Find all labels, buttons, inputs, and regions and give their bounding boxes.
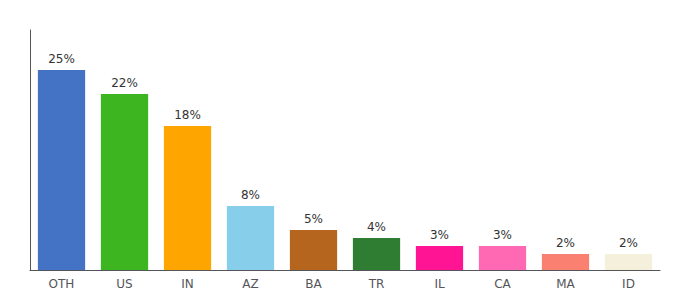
- svg-text:BA: BA: [305, 277, 322, 291]
- svg-text:AZ: AZ: [242, 277, 258, 291]
- svg-text:18%: 18%: [174, 108, 201, 122]
- svg-text:TR: TR: [368, 277, 385, 291]
- svg-text:2%: 2%: [619, 236, 638, 250]
- svg-text:8%: 8%: [241, 188, 260, 202]
- svg-text:22%: 22%: [111, 76, 138, 90]
- svg-text:3%: 3%: [430, 228, 449, 242]
- svg-text:ID: ID: [622, 277, 635, 291]
- svg-text:4%: 4%: [367, 220, 386, 234]
- svg-text:3%: 3%: [493, 228, 512, 242]
- svg-text:IN: IN: [181, 277, 194, 291]
- svg-text:US: US: [116, 277, 132, 291]
- svg-text:MA: MA: [556, 277, 575, 291]
- svg-text:25%: 25%: [48, 52, 75, 66]
- svg-text:5%: 5%: [304, 212, 323, 226]
- svg-text:IL: IL: [434, 277, 445, 291]
- svg-text:OTH: OTH: [49, 277, 75, 291]
- svg-text:CA: CA: [494, 277, 511, 291]
- svg-text:2%: 2%: [556, 236, 575, 250]
